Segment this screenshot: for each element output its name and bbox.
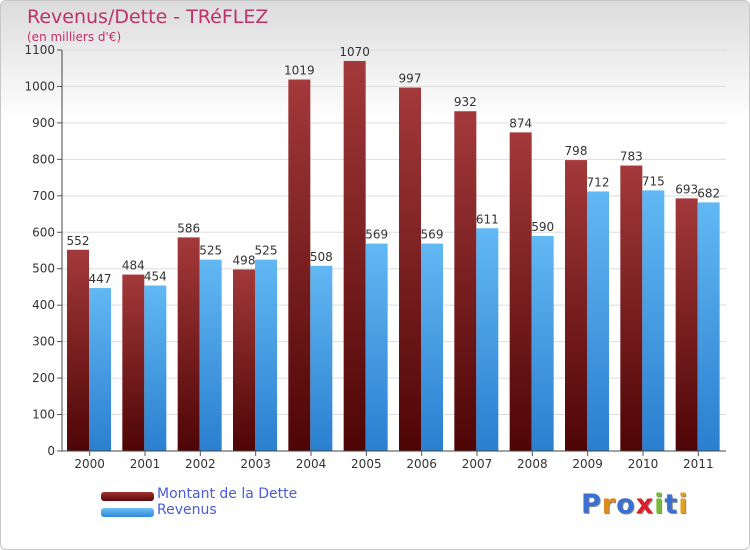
y-tick-label: 900 — [32, 116, 55, 130]
data-label-dette: 498 — [233, 253, 256, 267]
data-label-revenus: 525 — [255, 244, 278, 258]
y-tick-label: 500 — [32, 262, 55, 276]
data-label-revenus: 525 — [199, 244, 222, 258]
data-label-dette: 997 — [399, 72, 422, 86]
bar-revenus — [365, 243, 388, 451]
bar-revenus — [310, 265, 333, 451]
data-label-dette: 693 — [675, 182, 698, 196]
bar-dette — [233, 269, 255, 451]
y-tick-label: 800 — [32, 152, 55, 166]
grid-layer — [62, 49, 726, 452]
x-tick-label: 2002 — [185, 457, 216, 471]
data-label-dette: 1019 — [284, 64, 315, 78]
data-label-revenus: 611 — [476, 212, 499, 226]
x-tick-label: 2005 — [351, 457, 382, 471]
logo-letter: x — [635, 489, 655, 520]
x-tick-label: 2010 — [628, 457, 659, 471]
x-tick-label: 2007 — [462, 457, 493, 471]
data-label-dette: 586 — [177, 221, 200, 235]
logo-letter: t — [664, 489, 679, 520]
y-tick-label: 400 — [32, 298, 55, 312]
data-label-revenus: 682 — [697, 186, 720, 200]
chart-title: Revenus/Dette - TRéFLEZ — [27, 6, 269, 28]
bar-dette — [509, 132, 532, 451]
bar-dette — [399, 87, 421, 451]
data-label-dette: 798 — [565, 144, 588, 158]
legend-label-dette: Montant de la Dette — [157, 486, 298, 502]
bar-dette — [343, 60, 366, 451]
x-tick-label: 2000 — [74, 457, 105, 471]
data-label-revenus: 508 — [310, 250, 333, 264]
bar-revenus — [421, 243, 443, 451]
x-tick-label: 2001 — [130, 457, 161, 471]
bar-revenus — [587, 191, 609, 451]
bar-dette — [620, 165, 643, 451]
data-label-dette: 783 — [620, 150, 643, 164]
chart-subtitle: (en milliers d'€) — [27, 30, 122, 44]
bar-revenus — [89, 288, 111, 451]
x-tick-label: 2006 — [406, 457, 437, 471]
data-label-dette: 874 — [509, 116, 532, 130]
data-label-revenus: 590 — [531, 220, 554, 234]
data-label-revenus: 569 — [421, 228, 444, 242]
data-label-revenus: 569 — [365, 228, 388, 242]
data-label-dette: 1070 — [339, 45, 370, 59]
bar-dette — [454, 111, 477, 451]
logo-letter: r — [601, 489, 617, 520]
x-tick-label: 2008 — [517, 457, 548, 471]
bar-dette — [67, 249, 89, 451]
proxiti-logo: Proxiti — [581, 489, 689, 520]
bar-revenus — [697, 202, 720, 451]
x-tick-label: 2003 — [240, 457, 271, 471]
data-label-revenus: 712 — [587, 175, 610, 189]
bar-dette — [177, 237, 200, 451]
y-tick-label: 700 — [32, 189, 55, 203]
logo-letter: o — [616, 489, 636, 520]
y-tick-label: 600 — [32, 225, 55, 239]
x-tick-label: 2009 — [572, 457, 603, 471]
legend-swatch-revenus — [101, 508, 154, 517]
legend-swatch-dette — [101, 492, 154, 501]
logo-letter: P — [581, 489, 602, 520]
bar-layer — [67, 60, 720, 452]
x-tick-label: 2011 — [683, 457, 714, 471]
bar-revenus — [144, 285, 167, 451]
bar-revenus — [476, 228, 499, 451]
data-label-revenus: 454 — [144, 269, 167, 283]
bar-dette — [288, 79, 311, 451]
legend-label-revenus: Revenus — [157, 502, 217, 518]
bar-dette — [675, 198, 698, 451]
axis-layer — [57, 49, 726, 456]
logo-letter: i — [678, 489, 689, 520]
y-tick-label: 200 — [32, 371, 55, 385]
y-tick-label: 1100 — [24, 43, 55, 57]
data-label-revenus: 715 — [642, 174, 665, 188]
y-tick-label: 0 — [47, 444, 55, 458]
label-layer: 0 100 200 300 400 500 600 700 800 900 1000 1100 552 4… — [24, 43, 720, 471]
data-label-dette: 552 — [67, 234, 90, 248]
bar-revenus — [531, 235, 554, 451]
data-label-revenus: 447 — [89, 272, 112, 286]
bar-revenus — [199, 259, 222, 451]
x-tick-label: 2004 — [296, 457, 327, 471]
y-tick-label: 100 — [32, 408, 55, 422]
y-tick-label: 1000 — [24, 79, 55, 93]
y-tick-label: 300 — [32, 335, 55, 349]
bar-revenus — [255, 259, 277, 451]
bar-dette — [122, 274, 145, 451]
data-label-dette: 484 — [122, 259, 145, 273]
logo-letter: i — [654, 489, 665, 520]
data-label-dette: 932 — [454, 95, 477, 109]
bar-revenus — [642, 190, 665, 451]
bar-dette — [565, 160, 587, 452]
